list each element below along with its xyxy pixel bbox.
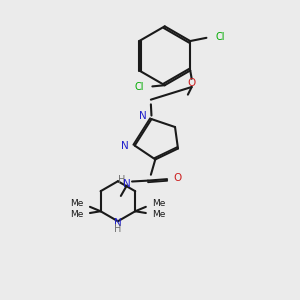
Text: Me: Me: [152, 210, 166, 219]
Text: N: N: [122, 179, 130, 190]
Text: O: O: [188, 78, 196, 88]
Text: Cl: Cl: [135, 82, 144, 92]
Text: O: O: [174, 173, 182, 183]
Text: N: N: [139, 110, 147, 121]
Text: H: H: [114, 224, 122, 235]
Text: Me: Me: [152, 200, 166, 208]
Text: N: N: [121, 141, 129, 151]
Text: N: N: [114, 218, 122, 228]
Text: Me: Me: [70, 210, 83, 219]
Text: Cl: Cl: [215, 32, 225, 42]
Text: Me: Me: [70, 200, 83, 208]
Text: H: H: [118, 175, 125, 185]
